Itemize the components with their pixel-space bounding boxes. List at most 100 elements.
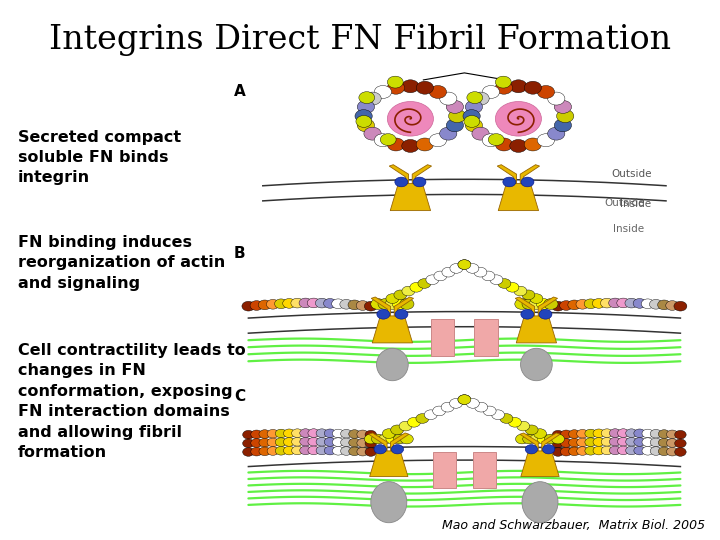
Circle shape — [560, 447, 572, 456]
Circle shape — [552, 430, 564, 439]
Circle shape — [440, 92, 457, 105]
Circle shape — [324, 437, 336, 446]
Circle shape — [446, 100, 464, 113]
Circle shape — [569, 447, 580, 456]
Text: Outside: Outside — [604, 198, 644, 207]
Circle shape — [374, 85, 392, 98]
Circle shape — [649, 299, 662, 309]
Circle shape — [292, 437, 303, 446]
Circle shape — [634, 429, 645, 437]
Circle shape — [433, 406, 446, 416]
Circle shape — [274, 299, 287, 309]
Circle shape — [593, 299, 606, 308]
Circle shape — [560, 430, 572, 438]
Circle shape — [386, 294, 399, 303]
Circle shape — [626, 429, 637, 437]
Circle shape — [391, 444, 404, 454]
Circle shape — [356, 301, 369, 310]
Circle shape — [243, 448, 254, 456]
Circle shape — [618, 437, 629, 446]
Circle shape — [371, 299, 385, 309]
Circle shape — [601, 437, 613, 446]
Circle shape — [500, 414, 513, 423]
Circle shape — [666, 301, 679, 310]
Circle shape — [593, 446, 605, 455]
Circle shape — [510, 139, 527, 152]
Circle shape — [667, 447, 678, 456]
Circle shape — [355, 110, 372, 123]
Circle shape — [642, 447, 654, 455]
Circle shape — [554, 119, 572, 132]
Polygon shape — [369, 433, 387, 451]
Circle shape — [495, 76, 511, 88]
Circle shape — [377, 309, 390, 319]
Circle shape — [559, 301, 572, 310]
Circle shape — [424, 410, 437, 420]
Circle shape — [490, 275, 503, 285]
Circle shape — [626, 446, 637, 455]
Circle shape — [498, 279, 511, 288]
Circle shape — [357, 447, 369, 456]
Circle shape — [364, 434, 377, 444]
Circle shape — [472, 92, 489, 105]
Circle shape — [544, 434, 557, 444]
Circle shape — [650, 447, 662, 455]
Circle shape — [449, 110, 466, 123]
Circle shape — [642, 429, 654, 438]
Circle shape — [387, 138, 405, 151]
Circle shape — [658, 438, 670, 447]
Circle shape — [506, 282, 519, 292]
Circle shape — [577, 447, 588, 455]
Circle shape — [618, 446, 629, 455]
Circle shape — [308, 429, 320, 437]
Circle shape — [625, 298, 638, 308]
Circle shape — [359, 92, 374, 104]
Circle shape — [365, 448, 377, 456]
Polygon shape — [372, 316, 413, 343]
Circle shape — [618, 429, 629, 437]
Circle shape — [522, 290, 535, 300]
Circle shape — [251, 447, 262, 456]
Circle shape — [467, 399, 480, 408]
Circle shape — [434, 271, 447, 281]
Text: FN binding induces
reorganization of actin
and signaling: FN binding induces reorganization of act… — [18, 235, 225, 291]
Circle shape — [332, 299, 345, 309]
Circle shape — [521, 177, 534, 187]
Circle shape — [284, 429, 295, 437]
Circle shape — [292, 446, 303, 455]
Circle shape — [341, 438, 352, 447]
Circle shape — [259, 430, 271, 438]
Polygon shape — [431, 319, 454, 356]
Circle shape — [402, 80, 419, 93]
Circle shape — [609, 437, 621, 446]
Circle shape — [495, 102, 541, 136]
Circle shape — [446, 119, 464, 132]
Circle shape — [324, 429, 336, 437]
Circle shape — [400, 434, 413, 444]
Circle shape — [537, 434, 550, 444]
Polygon shape — [498, 165, 516, 184]
Circle shape — [569, 438, 580, 447]
Circle shape — [517, 421, 530, 431]
Polygon shape — [369, 451, 408, 476]
Circle shape — [537, 134, 554, 147]
Circle shape — [357, 438, 369, 447]
Circle shape — [387, 102, 433, 136]
Circle shape — [308, 437, 320, 446]
Text: Mao and Schwarzbauer,  Matrix Biol. 2005: Mao and Schwarzbauer, Matrix Biol. 2005 — [443, 519, 706, 532]
Polygon shape — [516, 297, 534, 316]
Circle shape — [323, 299, 336, 308]
Circle shape — [609, 429, 621, 437]
Circle shape — [374, 134, 392, 147]
Circle shape — [387, 81, 405, 94]
Circle shape — [385, 299, 400, 309]
Circle shape — [357, 119, 374, 132]
Circle shape — [464, 116, 480, 127]
Circle shape — [554, 100, 572, 113]
Circle shape — [510, 80, 527, 93]
Polygon shape — [372, 297, 390, 316]
Circle shape — [372, 434, 384, 444]
Circle shape — [400, 299, 414, 309]
Circle shape — [348, 300, 361, 310]
Circle shape — [530, 434, 543, 444]
